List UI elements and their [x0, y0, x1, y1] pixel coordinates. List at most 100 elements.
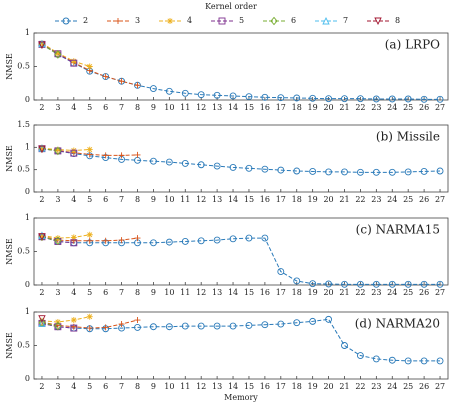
marker	[436, 95, 444, 103]
x-tick-label: 24	[387, 288, 397, 297]
x-tick-label: 3	[55, 288, 60, 297]
x-tick-label: 4	[71, 103, 76, 112]
marker	[229, 235, 237, 243]
marker	[420, 357, 428, 365]
x-tick-label: 22	[355, 382, 365, 391]
x-tick-label: 11	[180, 382, 190, 391]
x-tick-label: 26	[419, 288, 429, 297]
x-tick-label: 10	[164, 382, 174, 391]
marker	[86, 231, 93, 238]
x-tick-label: 24	[387, 382, 397, 391]
marker	[420, 95, 428, 103]
x-tick-label: 19	[308, 195, 318, 204]
y-tick-label: 0	[25, 280, 30, 289]
marker	[54, 50, 61, 57]
marker	[149, 157, 157, 165]
marker	[167, 18, 173, 24]
x-tick-label: 19	[308, 382, 318, 391]
marker	[38, 40, 45, 47]
marker	[165, 87, 173, 95]
x-tick-label: 10	[164, 195, 174, 204]
marker	[277, 166, 285, 174]
marker	[197, 161, 205, 169]
marker	[149, 323, 157, 331]
x-tick-label: 12	[196, 382, 206, 391]
marker	[261, 165, 269, 173]
x-axis-label: Memory	[224, 393, 258, 402]
marker	[197, 91, 205, 99]
y-axis-label: NMSE	[5, 145, 14, 172]
marker	[341, 342, 348, 349]
marker	[309, 317, 317, 325]
marker	[404, 95, 412, 103]
marker	[420, 280, 428, 288]
y-tick-label: 1	[25, 307, 30, 316]
y-tick-label: 1	[25, 213, 30, 222]
x-tick-label: 8	[135, 103, 140, 112]
marker	[54, 50, 62, 59]
marker	[134, 151, 141, 158]
annotation: (d) NARMA20	[355, 317, 440, 331]
marker	[118, 237, 125, 244]
marker	[293, 94, 301, 102]
legend-label: 4	[187, 16, 192, 25]
x-tick-label: 25	[403, 195, 413, 204]
marker	[372, 168, 380, 176]
x-tick-label: 26	[419, 195, 429, 204]
marker	[165, 238, 173, 246]
marker	[261, 234, 269, 242]
marker	[86, 146, 93, 153]
legend-label: 6	[291, 16, 296, 25]
marker	[181, 237, 189, 245]
x-tick-label: 5	[87, 103, 92, 112]
marker	[356, 168, 364, 176]
marker	[372, 95, 380, 103]
marker	[62, 17, 70, 25]
marker	[86, 63, 93, 70]
x-tick-label: 4	[71, 288, 76, 297]
x-tick-label: 6	[103, 195, 108, 204]
series-line	[41, 236, 74, 244]
series-line	[41, 42, 90, 67]
x-tick-label: 6	[103, 103, 108, 112]
marker	[341, 280, 348, 288]
y-axis-label: NMSE	[5, 53, 14, 80]
marker	[309, 168, 317, 175]
marker	[134, 323, 141, 331]
y-tick-label: 0.5	[17, 62, 30, 71]
x-tick-label: 6	[103, 288, 108, 297]
x-tick-label: 21	[339, 195, 349, 204]
y-tick-label: 0.5	[17, 165, 30, 174]
x-tick-label: 15	[244, 382, 254, 391]
panel: 00.512 3 4 5 6 7 8 9 10 11 12 13 14 15 16 17 18 19 20 21 22 2…	[5, 307, 449, 402]
x-tick-label: 2	[39, 382, 44, 391]
marker	[149, 85, 157, 93]
marker	[54, 236, 62, 246]
marker	[356, 95, 364, 103]
y-tick-label: 0	[25, 95, 30, 104]
marker	[372, 280, 380, 288]
x-tick-label: 17	[276, 103, 286, 112]
x-tick-label: 22	[355, 103, 365, 112]
series-line	[41, 316, 90, 323]
marker	[213, 236, 221, 244]
marker	[245, 321, 253, 329]
x-tick-label: 9	[151, 288, 156, 297]
series-line	[41, 147, 90, 151]
marker	[134, 235, 141, 242]
marker	[356, 352, 364, 359]
x-tick-label: 15	[244, 195, 254, 204]
marker	[118, 78, 125, 85]
marker	[102, 237, 109, 244]
marker	[277, 320, 285, 328]
x-tick-label: 21	[339, 382, 349, 391]
x-tick-label: 16	[260, 382, 270, 391]
x-tick-label: 7	[119, 195, 124, 204]
marker	[181, 159, 189, 167]
marker	[372, 355, 380, 363]
x-tick-label: 9	[151, 195, 156, 204]
legend-label: 2	[83, 16, 88, 25]
x-tick-label: 25	[403, 382, 413, 391]
x-tick-label: 5	[87, 382, 92, 391]
x-tick-label: 21	[339, 288, 349, 297]
